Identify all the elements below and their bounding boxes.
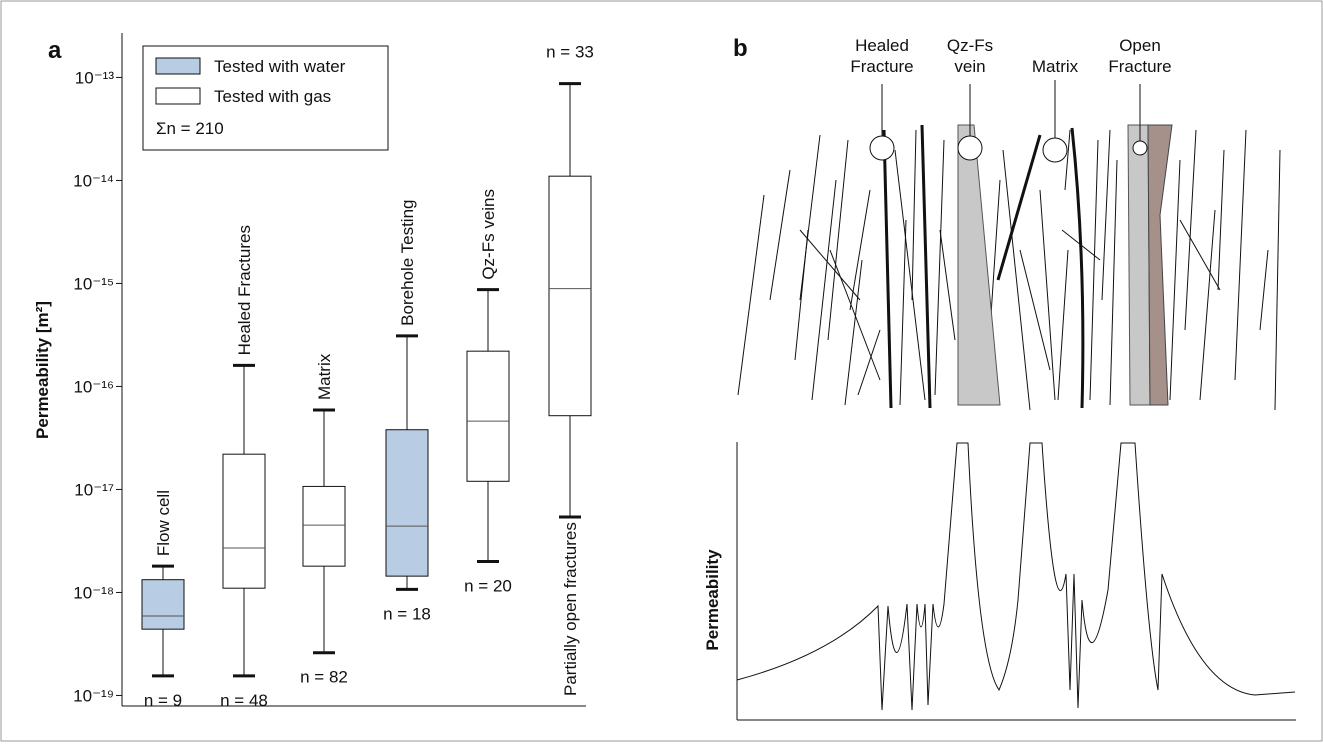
schematic-label: Matrix <box>1032 57 1079 76</box>
category-label: Qz-Fs veins <box>479 189 498 280</box>
legend-label: Tested with gas <box>214 87 331 106</box>
open-fracture <box>1147 124 1173 406</box>
box <box>222 453 266 589</box>
y-tick-label: 10⁻¹⁹ <box>73 686 114 705</box>
legend-swatch <box>155 57 201 75</box>
y-axis-title: Permeability [m²] <box>33 301 52 439</box>
vein <box>957 124 1001 406</box>
schematic-label: Fracture <box>1108 57 1171 76</box>
box <box>141 579 185 630</box>
schematic-label: vein <box>954 57 985 76</box>
y-tick-label: 10⁻¹⁶ <box>73 377 114 396</box>
y-tick-label: 10⁻¹³ <box>75 68 115 87</box>
panel-label: b <box>733 35 748 62</box>
category-label: Matrix <box>315 353 334 400</box>
n-label: n = 9 <box>144 691 182 710</box>
open-fracture-wall <box>1127 124 1151 406</box>
category-label: Partially open fractures <box>561 522 580 696</box>
y-tick-label: 10⁻¹⁵ <box>73 274 114 293</box>
panel-label: a <box>48 37 62 64</box>
category-label: Flow cell <box>154 490 173 556</box>
schematic-labels: Healed Fracture Qz-Fs vein Matrix Open Fractur… <box>850 36 1171 76</box>
category-label: Healed Fractures <box>235 225 254 355</box>
n-label: n = 20 <box>464 576 512 595</box>
box <box>466 350 510 482</box>
category-label: Borehole Testing <box>398 199 417 325</box>
legend-swatch <box>155 87 201 105</box>
schematic-label: Open <box>1119 36 1161 55</box>
y-tick-label: 10⁻¹⁸ <box>73 583 114 602</box>
box <box>302 485 346 567</box>
y-axis-title: Permeability <box>703 549 722 651</box>
permeability-curve <box>736 442 1296 711</box>
box-plot: 10⁻¹⁹ 10⁻¹⁸ 10⁻¹⁷ 10⁻¹⁶ 10⁻¹⁵ 10⁻¹⁴ 10⁻¹³ Teste… <box>73 43 594 710</box>
fracture-schematic <box>737 129 1281 411</box>
legend-note: Σn = 210 <box>156 119 224 138</box>
pointers <box>881 80 1141 141</box>
schematic-label: Fracture <box>850 57 913 76</box>
box <box>385 429 429 577</box>
sample-circles <box>869 135 1148 163</box>
bold-fractures <box>882 124 1085 409</box>
y-tick-label: 10⁻¹⁷ <box>74 480 114 499</box>
schematic-label: Qz-Fs <box>947 36 993 55</box>
y-tick-label: 10⁻¹⁴ <box>73 171 114 190</box>
schematic-label: Healed <box>855 36 909 55</box>
n-label: n = 18 <box>383 604 431 623</box>
legend-label: Tested with water <box>214 57 346 76</box>
box <box>548 175 592 417</box>
n-label: n = 82 <box>300 668 348 687</box>
n-label: n = 48 <box>220 691 268 710</box>
n-label: n = 33 <box>546 43 594 62</box>
